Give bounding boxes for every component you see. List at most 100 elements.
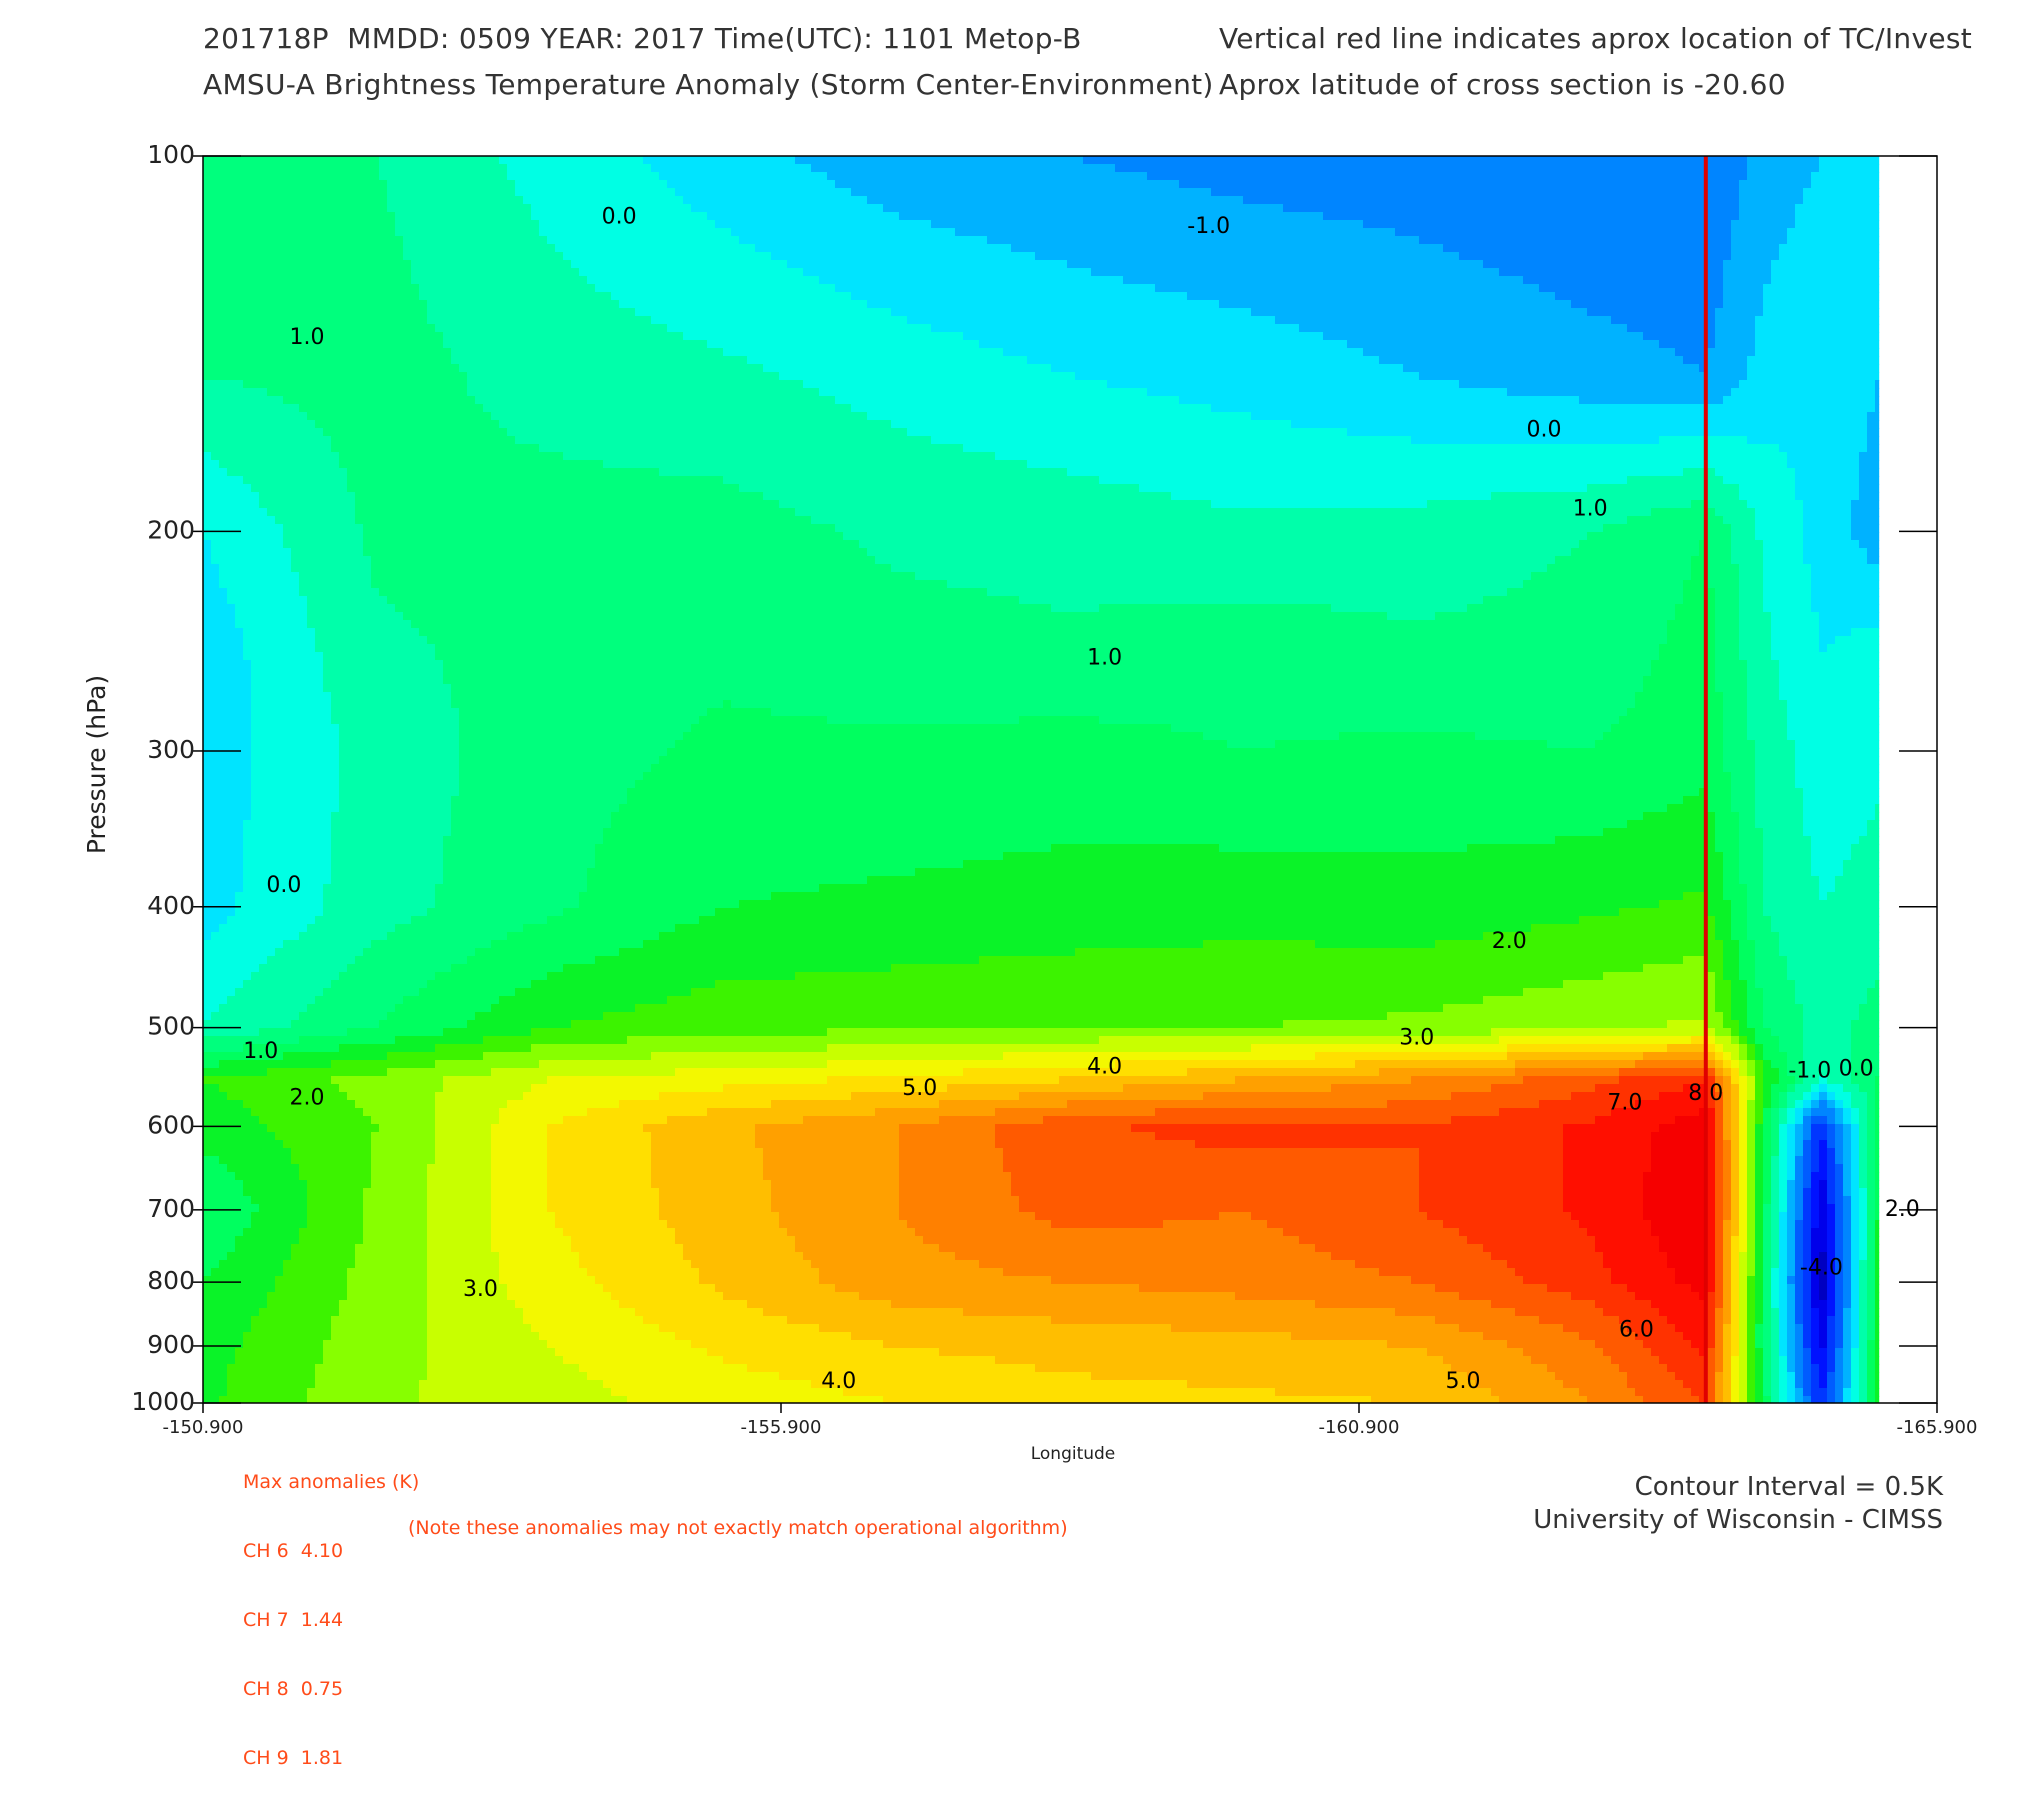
heatmap-cell [243,444,252,453]
heatmap-cell [435,788,444,797]
heatmap-cell [275,388,284,397]
heatmap-cell [283,1164,292,1173]
heatmap-cell [435,380,444,389]
heatmap-cell [235,692,244,701]
heatmap-cell [267,756,276,765]
heatmap-cell [283,516,292,525]
heatmap-cell [315,380,324,389]
heatmap-cell [379,836,388,845]
heatmap-cell [315,500,324,509]
heatmap-cell [211,1356,220,1365]
heatmap-cell [395,308,404,317]
heatmap-cell [203,564,212,573]
heatmap-cell [427,1308,436,1317]
heatmap-cell [299,580,308,589]
heatmap-cell [411,820,420,829]
heatmap-cell [251,1364,260,1373]
heatmap-cell [355,1236,364,1245]
heatmap-cell [299,220,308,229]
heatmap-cell [219,996,228,1005]
heatmap-cell [283,1108,292,1117]
heatmap-cell [331,1332,340,1341]
heatmap-cell [235,404,244,413]
heatmap-cell [307,508,316,517]
heatmap-cell [331,1260,340,1269]
heatmap-cell [235,1108,244,1117]
heatmap-cell [331,1292,340,1301]
heatmap-cell [267,532,276,541]
heatmap-cell [211,1244,220,1253]
heatmap-cell [403,1244,412,1253]
heatmap-cell [395,540,404,549]
heatmap-cell [363,1260,372,1269]
heatmap-cell [339,964,348,973]
heatmap-cell [443,548,452,557]
heatmap-cell [299,780,308,789]
heatmap-cell [387,692,396,701]
heatmap-cell [243,796,252,805]
heatmap-cell [427,444,436,453]
heatmap-cell [275,780,284,789]
heatmap-cell [387,1020,396,1029]
heatmap-cell [259,972,268,981]
heatmap-cell [203,1332,212,1341]
heatmap-cell [355,540,364,549]
heatmap-cell [379,212,388,221]
heatmap-cell [283,596,292,605]
heatmap-cell [379,772,388,781]
heatmap-cell [419,572,428,581]
heatmap-cell [259,1396,268,1403]
heatmap-cell [419,604,428,613]
heatmap-cell [275,644,284,653]
heatmap-cell [419,404,428,413]
heatmap-cell [339,1276,348,1285]
heatmap-cell [451,1196,460,1205]
heatmap-cell [267,1052,276,1061]
heatmap-cell [283,868,292,877]
heatmap-cell [403,900,412,909]
heatmap-cell [395,1340,404,1349]
heatmap-cell [443,1228,452,1237]
heatmap-cell [291,916,300,925]
heatmap-cell [331,1196,340,1205]
heatmap-cell [339,428,348,437]
heatmap-cell [219,1124,228,1133]
heatmap-cell [283,236,292,245]
heatmap-cell [371,372,380,381]
heatmap-cell [355,1140,364,1149]
heatmap-cell [283,924,292,933]
heatmap-cell [419,1316,428,1325]
heatmap-cell [331,876,340,885]
heatmap-cell [387,1300,396,1309]
heatmap-cell [307,444,316,453]
heatmap-cell [371,396,380,405]
heatmap-cell [347,788,356,797]
heatmap-cell [323,1332,332,1341]
heatmap-cell [283,404,292,413]
heatmap-cell [355,956,364,965]
heatmap-cell [339,444,348,453]
heatmap-cell [331,516,340,525]
heatmap-cell [203,1108,212,1117]
heatmap-cell [387,924,396,933]
heatmap-cell [331,852,340,861]
heatmap-cell [371,932,380,941]
heatmap-cell [403,836,412,845]
heatmap-cell [451,452,460,461]
heatmap-cell [379,516,388,525]
heatmap-cell [411,540,420,549]
heatmap-cell [203,316,212,325]
heatmap-cell [403,692,412,701]
heatmap-cell [339,660,348,669]
heatmap-cell [211,196,220,205]
heatmap-cell [355,204,364,213]
heatmap-cell [315,780,324,789]
heatmap-cell [427,1196,436,1205]
heatmap-cell [419,732,428,741]
heatmap-cell [435,708,444,717]
heatmap-cell [403,668,412,677]
heatmap-cell [227,772,236,781]
heatmap-cell [363,940,372,949]
heatmap-cell [267,1084,276,1093]
heatmap-cell [339,1100,348,1109]
